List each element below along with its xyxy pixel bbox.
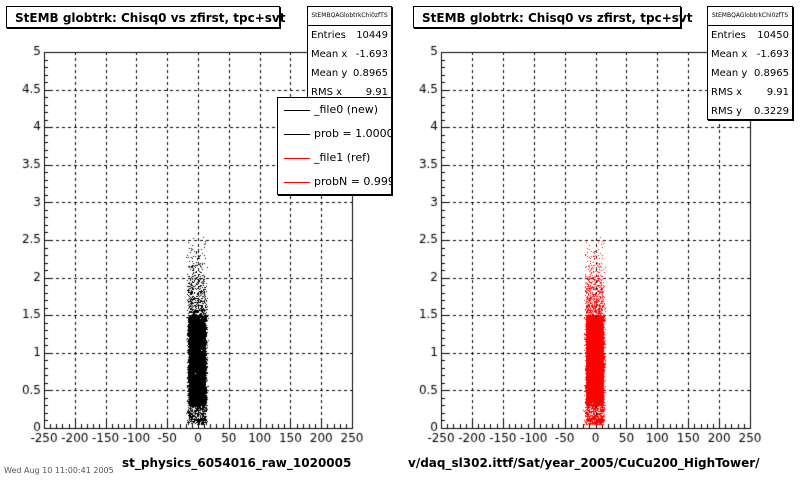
right-stats-name: StEMBQAGlobtrkChi0zfTS — [708, 7, 792, 26]
stats-row: RMS y 0.3229 — [711, 106, 789, 117]
stats-row: Mean x -1.693 — [311, 49, 388, 60]
stats-row: Entries 10450 — [711, 30, 789, 41]
legend-swatch — [284, 134, 310, 135]
right-stats-box: StEMBQAGlobtrkChi0zfTS Entries 10450 Mean… — [707, 6, 793, 120]
legend-swatch — [284, 110, 310, 111]
legend-entry: _file0 (new) — [278, 98, 391, 122]
stats-row: Mean y 0.8965 — [311, 68, 388, 79]
left-panel-title: StEMB globtrk: Chisq0 vs zfirst, tpc+svt — [6, 6, 285, 28]
stats-row: RMS x 9.91 — [311, 87, 388, 98]
legend-entry: probN = 0.999987 — [278, 170, 391, 194]
legend-entry: _file1 (ref) — [278, 146, 391, 170]
right-x-axis-title: v/daq_sl302.ittf/Sat/year_2005/CuCu200_H… — [408, 456, 760, 470]
right-panel-title: StEMB globtrk: Chisq0 vs zfirst, tpc+svt — [413, 6, 692, 28]
stats-row: RMS x 9.91 — [711, 87, 789, 98]
stats-row: Mean y 0.8965 — [711, 68, 789, 79]
left-x-axis-title: st_physics_6054016_raw_1020005 — [122, 456, 352, 470]
left-stats-box: StEMBQAGlobtrkChi0zfTS Entries 10449 Mean… — [307, 6, 392, 106]
legend-swatch — [284, 158, 310, 159]
legend-box: _file0 (new) prob = 1.000000 _file1 (ref… — [277, 97, 392, 195]
footer-timestamp: Wed Aug 10 11:00:41 2005 — [4, 466, 114, 475]
legend-swatch — [284, 182, 310, 183]
legend-entry: prob = 1.000000 — [278, 122, 391, 146]
left-stats-name: StEMBQAGlobtrkChi0zfTS — [308, 7, 391, 26]
stats-row: Mean x -1.693 — [711, 49, 789, 60]
stats-row: Entries 10449 — [311, 30, 388, 41]
